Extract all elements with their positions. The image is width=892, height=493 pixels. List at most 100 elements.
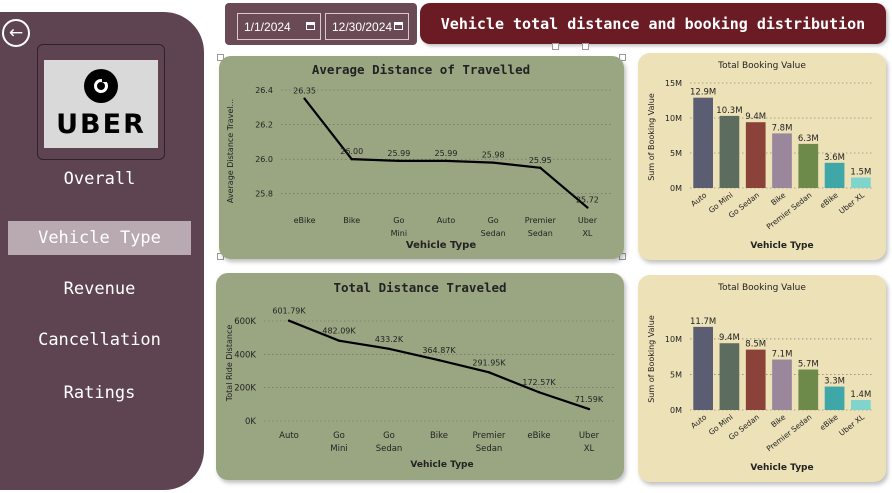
y-axis-label: Sum of Booking Value [647, 93, 656, 181]
chart-title: Total Booking Value [717, 61, 806, 71]
x-tick-label: Bike [769, 412, 787, 429]
x-tick-label: Sedan [376, 444, 403, 454]
nav-cancellation[interactable]: Cancellation [38, 330, 161, 350]
bar [745, 349, 766, 410]
booking-value-chart-bottom[interactable]: Total Booking Value Sum of Booking Value V… [638, 275, 886, 482]
x-tick-label: Uber [578, 216, 598, 225]
y-tick-label: 10M [665, 114, 682, 123]
y-tick-label: 10M [665, 335, 682, 344]
data-point [491, 161, 495, 164]
bar [719, 115, 740, 188]
resize-handle[interactable] [582, 43, 589, 50]
x-tick-label: Auto [279, 431, 299, 441]
data-label: 601.79K [272, 307, 306, 316]
data-point [586, 206, 589, 209]
x-tick-label: Bike [430, 431, 448, 441]
data-label: 12.9M [690, 88, 716, 98]
data-point [539, 166, 542, 169]
data-point [437, 358, 441, 362]
data-label: 364.87K [422, 346, 456, 355]
x-tick-label: Go [393, 216, 404, 225]
calendar-icon[interactable] [394, 22, 403, 30]
nav-ratings[interactable]: Ratings [63, 383, 136, 403]
total-distance-chart[interactable]: Total Distance Traveled Total Ride Distan… [216, 273, 624, 480]
y-tick-label: 25.8 [255, 190, 273, 199]
data-point [487, 371, 491, 374]
date-range-filter: 1/1/2024 12/30/2024 [225, 3, 417, 45]
data-point [287, 319, 291, 322]
uber-logo-icon [84, 68, 118, 103]
bar [851, 177, 871, 188]
x-tick-label: eBike [527, 431, 550, 441]
x-axis-label: Vehicle Type [750, 463, 813, 473]
y-tick-label: 26.4 [255, 86, 273, 95]
data-label: 9.4M [745, 112, 766, 122]
x-tick-label: Go [383, 431, 395, 441]
x-tick-label: Bike [343, 216, 360, 225]
x-tick-label: Sedan [481, 229, 506, 238]
y-tick-label: 0M [670, 406, 682, 415]
data-label: 25.95 [529, 156, 552, 165]
resize-handle[interactable] [619, 54, 626, 61]
x-tick-label: Auto [689, 412, 709, 430]
start-date-input[interactable]: 1/1/2024 [237, 13, 321, 40]
y-axis-label: Total Ride Distance [225, 325, 234, 403]
total-distance-svg: Total Distance Traveled Total Ride Distan… [225, 280, 614, 470]
x-tick-label: Uber XL [837, 190, 867, 216]
x-tick-label: Premier [473, 431, 506, 441]
chart-title: Average Distance of Travelled [312, 62, 530, 77]
data-label: 26.00 [340, 147, 363, 156]
x-tick-label: Auto [689, 190, 709, 208]
x-axis-label: Vehicle Type [406, 240, 476, 251]
resize-handle[interactable] [552, 43, 559, 50]
data-point [537, 391, 541, 394]
data-point [303, 97, 306, 100]
x-axis-label: Vehicle Type [410, 460, 473, 470]
data-point [350, 157, 353, 161]
x-tick-label: Uber XL [837, 412, 867, 438]
bar [851, 400, 871, 410]
y-tick-label: 200K [234, 384, 256, 394]
data-label: 9.4M [719, 333, 740, 343]
y-tick-label: 0K [245, 417, 256, 427]
arrow-left-icon: ← [8, 22, 24, 43]
data-label: 25.99 [435, 149, 458, 158]
data-label: 172.57K [522, 378, 556, 387]
nav-revenue[interactable]: Revenue [63, 279, 136, 299]
x-axis-label: Vehicle Type [750, 241, 813, 251]
bar [824, 162, 845, 188]
chart-title: Total Booking Value [717, 283, 806, 293]
x-tick-label: Mini [330, 444, 347, 454]
end-date-input[interactable]: 12/30/2024 [325, 13, 409, 40]
bar [798, 369, 819, 410]
data-label: 482.09K [322, 327, 356, 336]
bar [772, 359, 792, 410]
nav-overall[interactable]: Overall [63, 169, 136, 189]
avg-distance-chart[interactable]: Average Distance of Travelled Average Dis… [219, 56, 624, 259]
booking-value-svg-bottom: Total Booking Value Sum of Booking Value V… [647, 283, 874, 473]
data-point [337, 339, 341, 342]
x-tick-label: Bike [769, 190, 787, 207]
data-label: 5.7M [798, 360, 819, 370]
x-tick-label: XL [582, 229, 592, 238]
x-tick-label: eBike [818, 190, 840, 210]
logo-text: UBER [56, 108, 146, 140]
sidebar: ← UBER Overall Vehicle Type Revenue Canc… [0, 12, 204, 490]
y-tick-label: 0M [670, 184, 682, 193]
nav-vehicle-type[interactable]: Vehicle Type [8, 221, 191, 255]
bar [824, 386, 845, 410]
data-label: 7.8M [772, 123, 793, 133]
x-tick-label: Auto [437, 216, 456, 225]
logo-frame: UBER [37, 44, 165, 160]
y-axis-label: Sum of Booking Value [647, 315, 656, 403]
calendar-icon[interactable] [306, 22, 315, 30]
data-point [587, 407, 591, 411]
data-point [397, 159, 401, 163]
data-label: 11.7M [690, 317, 716, 327]
resize-handle[interactable] [619, 253, 626, 260]
data-label: 26.35 [293, 87, 316, 96]
booking-value-chart-top[interactable]: Total Booking Value Sum of Booking Value V… [638, 53, 886, 260]
data-label: 10.3M [716, 106, 742, 116]
y-tick-label: 400K [234, 350, 256, 360]
back-button[interactable]: ← [2, 19, 30, 47]
